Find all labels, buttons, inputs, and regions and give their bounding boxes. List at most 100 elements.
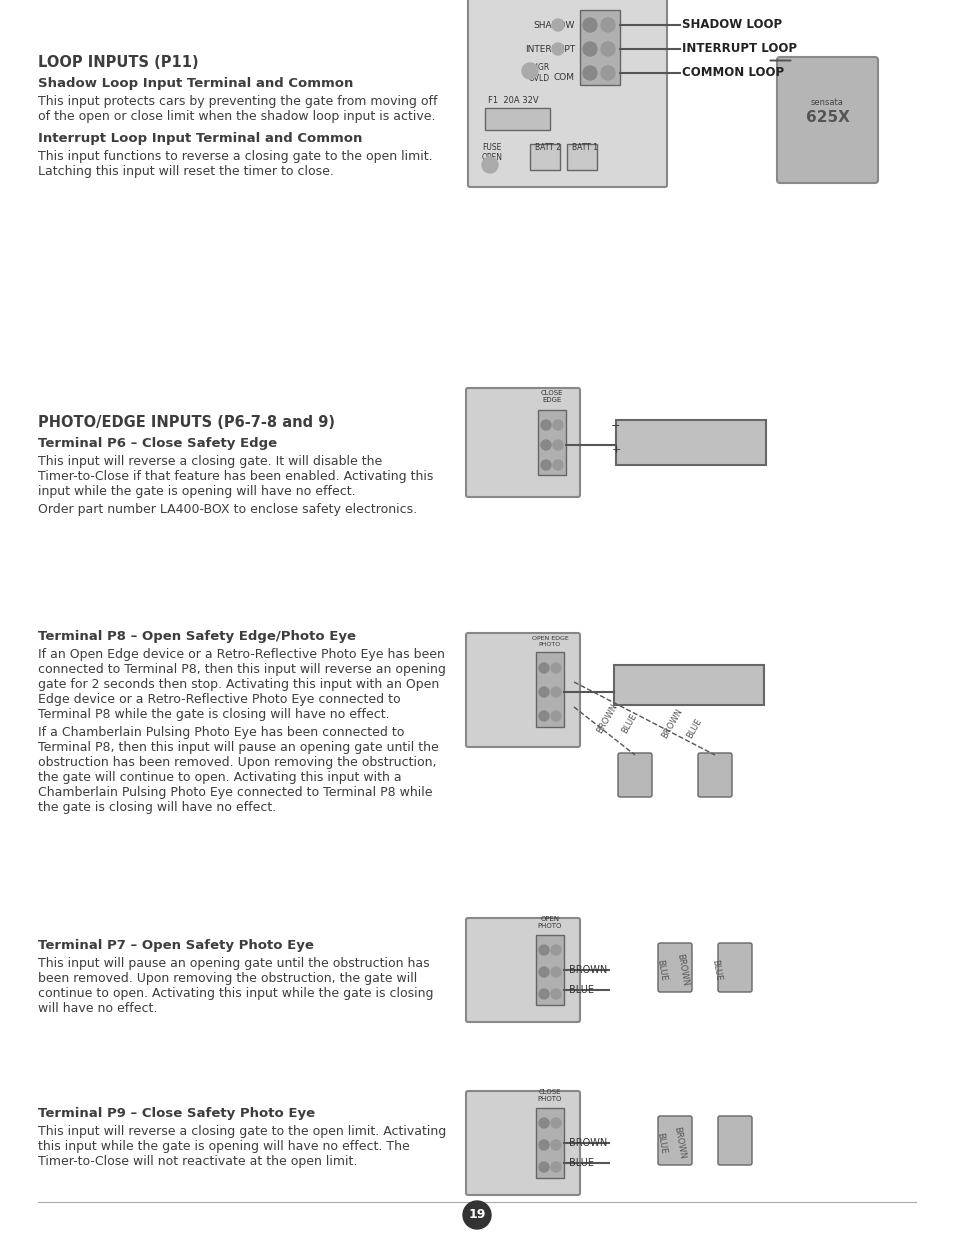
Text: CLOSE
PHOTO: CLOSE PHOTO: [537, 1089, 561, 1102]
Circle shape: [540, 420, 551, 430]
Text: BROWN: BROWN: [568, 1137, 607, 1149]
Text: 625X: 625X: [804, 110, 848, 125]
FancyBboxPatch shape: [465, 1091, 579, 1195]
Text: CLOSE
EDGE: CLOSE EDGE: [540, 390, 562, 403]
Text: Order part number LA400-BOX to enclose safety electronics.: Order part number LA400-BOX to enclose s…: [38, 503, 416, 516]
Text: F1  20A 32V: F1 20A 32V: [488, 96, 538, 105]
Text: Shadow Loop Input Terminal and Common: Shadow Loop Input Terminal and Common: [38, 77, 353, 90]
FancyBboxPatch shape: [465, 634, 579, 747]
Text: Terminal P7 – Open Safety Photo Eye: Terminal P7 – Open Safety Photo Eye: [38, 939, 314, 952]
Text: Edge device or a Retro-Reflective Photo Eye connected to: Edge device or a Retro-Reflective Photo …: [38, 693, 400, 706]
Text: the gate will continue to open. Activating this input with a: the gate will continue to open. Activati…: [38, 771, 401, 784]
Circle shape: [582, 42, 597, 56]
Text: CHGR
OVLD: CHGR OVLD: [527, 63, 550, 83]
Circle shape: [600, 65, 615, 80]
Circle shape: [538, 1118, 548, 1128]
Bar: [614, 664, 763, 705]
Circle shape: [551, 711, 560, 721]
Text: BLUE: BLUE: [568, 1158, 594, 1168]
Text: LOOP INPUTS (P11): LOOP INPUTS (P11): [38, 56, 198, 70]
Circle shape: [551, 967, 560, 977]
Text: OPEN EDGE
PHOTO: OPEN EDGE PHOTO: [531, 636, 568, 647]
Circle shape: [462, 1200, 491, 1229]
Text: If a Chamberlain Pulsing Photo Eye has been connected to: If a Chamberlain Pulsing Photo Eye has b…: [38, 726, 404, 739]
Bar: [536, 935, 563, 1005]
Circle shape: [600, 19, 615, 32]
Text: SHADOW: SHADOW: [533, 21, 575, 30]
Text: connected to Terminal P8, then this input will reverse an opening: connected to Terminal P8, then this inpu…: [38, 663, 445, 676]
FancyBboxPatch shape: [658, 944, 691, 992]
Text: If an Open Edge device or a Retro-Reflective Photo Eye has been: If an Open Edge device or a Retro-Reflec…: [38, 648, 444, 661]
Circle shape: [553, 459, 562, 471]
Circle shape: [552, 43, 563, 56]
Bar: [530, 144, 559, 170]
Text: Timer-to-Close will not reactivate at the open limit.: Timer-to-Close will not reactivate at th…: [38, 1155, 357, 1168]
Text: PHOTO/EDGE INPUTS (P6-7-8 and 9): PHOTO/EDGE INPUTS (P6-7-8 and 9): [38, 415, 335, 430]
Text: continue to open. Activating this input while the gate is closing: continue to open. Activating this input …: [38, 987, 433, 1000]
Circle shape: [551, 687, 560, 697]
Bar: [536, 1108, 563, 1178]
Bar: [616, 420, 765, 466]
Circle shape: [551, 663, 560, 673]
Text: −: −: [611, 421, 620, 431]
Bar: [566, 144, 597, 170]
Circle shape: [540, 459, 551, 471]
Text: Terminal P8 while the gate is closing will have no effect.: Terminal P8 while the gate is closing wi…: [38, 708, 389, 721]
FancyBboxPatch shape: [658, 1116, 691, 1165]
Text: BLUE: BLUE: [655, 960, 667, 982]
Text: INTERRUPT: INTERRUPT: [524, 44, 575, 53]
FancyBboxPatch shape: [776, 57, 877, 183]
Text: This input will reverse a closing gate to the open limit. Activating: This input will reverse a closing gate t…: [38, 1125, 446, 1137]
Text: +: +: [611, 445, 620, 454]
Text: BATT 2: BATT 2: [535, 143, 560, 152]
FancyBboxPatch shape: [618, 753, 651, 797]
Bar: [579, 10, 619, 85]
Circle shape: [551, 1162, 560, 1172]
Circle shape: [553, 440, 562, 450]
Circle shape: [551, 1140, 560, 1150]
Bar: [484, 107, 550, 130]
Circle shape: [538, 663, 548, 673]
Circle shape: [551, 1118, 560, 1128]
Text: BROWN: BROWN: [595, 701, 618, 735]
Text: BATT 1: BATT 1: [572, 143, 598, 152]
Circle shape: [553, 420, 562, 430]
Circle shape: [481, 157, 497, 173]
Circle shape: [538, 1140, 548, 1150]
Text: BLUE: BLUE: [684, 716, 702, 740]
Text: This input protects cars by preventing the gate from moving off: This input protects cars by preventing t…: [38, 95, 437, 107]
Text: BROWN: BROWN: [659, 706, 683, 740]
Text: COM: COM: [554, 74, 575, 83]
Text: BLUE: BLUE: [709, 960, 721, 982]
Circle shape: [538, 1162, 548, 1172]
Circle shape: [600, 42, 615, 56]
Circle shape: [582, 65, 597, 80]
Text: INTERRUPT LOOP: INTERRUPT LOOP: [681, 42, 796, 56]
Text: Terminal P9 – Close Safety Photo Eye: Terminal P9 – Close Safety Photo Eye: [38, 1107, 314, 1120]
Circle shape: [538, 711, 548, 721]
Circle shape: [538, 945, 548, 955]
Text: BLUE: BLUE: [568, 986, 594, 995]
Circle shape: [538, 687, 548, 697]
Text: BLUE: BLUE: [619, 711, 638, 735]
Text: BROWN: BROWN: [675, 953, 689, 987]
Text: 19: 19: [468, 1209, 485, 1221]
Circle shape: [521, 63, 537, 79]
Circle shape: [551, 989, 560, 999]
Text: obstruction has been removed. Upon removing the obstruction,: obstruction has been removed. Upon remov…: [38, 756, 436, 769]
Text: COMMON LOOP: COMMON LOOP: [681, 67, 783, 79]
Circle shape: [552, 19, 563, 31]
Text: BLUE: BLUE: [655, 1132, 667, 1155]
Bar: [536, 652, 563, 727]
Text: This input functions to reverse a closing gate to the open limit.: This input functions to reverse a closin…: [38, 149, 432, 163]
Text: Terminal P8 – Open Safety Edge/Photo Eye: Terminal P8 – Open Safety Edge/Photo Eye: [38, 630, 355, 643]
Circle shape: [551, 945, 560, 955]
Circle shape: [540, 440, 551, 450]
Text: been removed. Upon removing the obstruction, the gate will: been removed. Upon removing the obstruct…: [38, 972, 416, 986]
FancyBboxPatch shape: [718, 944, 751, 992]
Text: Chamberlain Pulsing Photo Eye connected to Terminal P8 while: Chamberlain Pulsing Photo Eye connected …: [38, 785, 432, 799]
Text: BROWN: BROWN: [671, 1126, 686, 1160]
Text: FUSE
OPEN: FUSE OPEN: [481, 143, 502, 162]
FancyBboxPatch shape: [468, 0, 666, 186]
Text: Interrupt Loop Input Terminal and Common: Interrupt Loop Input Terminal and Common: [38, 132, 362, 144]
